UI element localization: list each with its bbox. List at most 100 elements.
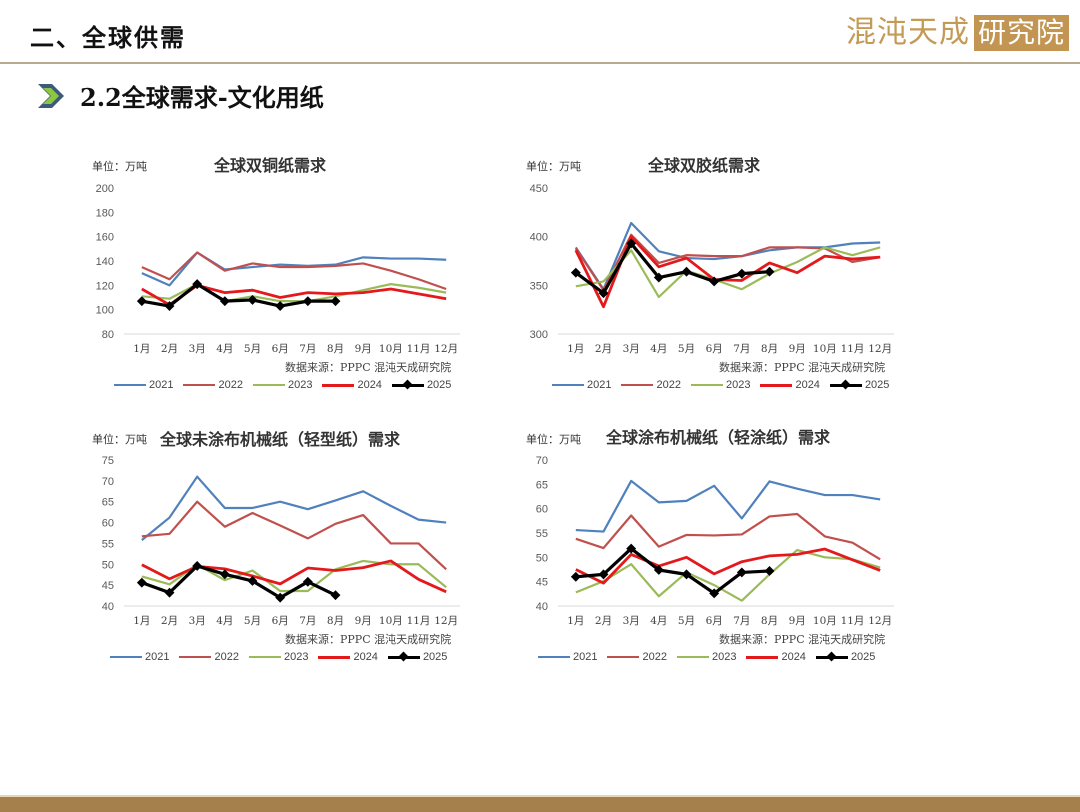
chart-uncoated-woodfree-demand: 单位：万吨 全球双胶纸需求 300 350 400 450 1月 2月 3月 4月 5月 6月 7月… [514, 148, 914, 408]
data-point-2025 [598, 288, 609, 299]
legend-swatch [179, 656, 212, 658]
x-tick-label: 3月 [189, 615, 206, 627]
legend-item-2023: 2023 [690, 379, 751, 391]
legend-swatch [829, 379, 862, 389]
legend-label: 2022 [214, 651, 239, 663]
series-line-2024 [575, 547, 881, 585]
plot-area: 80 100 120 140 160 180 200 1月 2月 3月 4月 5月 6月 7月 8月 9月 10… [96, 183, 460, 355]
legend-label: 2022 [642, 651, 667, 663]
data-point-2025 [764, 266, 775, 277]
brand-logo: 混沌天成 研究院 [846, 14, 1070, 52]
y-tick-label: 450 [530, 183, 548, 195]
x-tick-label: 9月 [789, 615, 806, 627]
legend-label: 2021 [145, 651, 170, 663]
diamond-marker-icon [826, 651, 837, 661]
y-tick-label: 40 [102, 601, 114, 613]
y-tick-label: 50 [536, 552, 548, 564]
x-tick-label: 5月 [244, 615, 261, 627]
x-tick-label: 7月 [299, 343, 316, 355]
page-header-title: 二、全球供需 [30, 23, 186, 52]
legend: 2021 2022 2023 2024 2025 [110, 651, 457, 663]
data-point-2025 [275, 301, 286, 311]
series-line-2025 [574, 241, 770, 295]
legend-item-2025: 2025 [387, 651, 447, 663]
x-tick-label: 2月 [161, 343, 178, 355]
data-point-2025 [219, 569, 230, 580]
x-tick-label: 10月 [379, 615, 403, 627]
diamond-marker-icon [398, 651, 409, 661]
data-point-2025 [764, 566, 775, 576]
series-line-2021 [141, 475, 447, 541]
legend-label: 2024 [795, 379, 820, 391]
x-tick-label: 1月 [567, 615, 584, 627]
y-tick-label: 400 [530, 232, 548, 244]
x-tick-label: 2月 [161, 615, 178, 627]
x-tick-label: 12月 [434, 343, 458, 355]
x-tick-label: 10月 [813, 343, 837, 355]
legend-label: 2025 [850, 651, 876, 663]
x-tick-label: 6月 [706, 343, 723, 355]
legend-item-2023: 2023 [676, 651, 736, 663]
y-tick-label: 65 [536, 479, 548, 491]
legend-swatch [621, 384, 654, 386]
x-tick-label: 4月 [650, 343, 667, 355]
legend-item-2024: 2024 [760, 379, 820, 391]
x-tick-label: 5月 [678, 343, 695, 355]
y-tick-label: 70 [536, 455, 548, 467]
series-line-2025 [141, 564, 337, 600]
legend-swatch [552, 384, 584, 386]
legend-swatch [760, 383, 793, 387]
legend-label: 2023 [287, 379, 313, 391]
y-tick-label: 70 [102, 476, 114, 488]
legend-swatch [248, 656, 281, 658]
x-tick-label: 11月 [841, 615, 865, 627]
x-tick-label: 9月 [355, 343, 372, 355]
legend-label: 2022 [218, 379, 243, 391]
x-tick-label: 10月 [379, 343, 403, 355]
legend-swatch [676, 656, 709, 658]
legend-swatch [114, 384, 146, 386]
y-tick-label: 200 [96, 183, 114, 195]
x-tick-label: 2月 [595, 343, 612, 355]
legend-item-2022: 2022 [179, 651, 239, 663]
series-line-2022 [141, 500, 447, 571]
y-tick-label: 140 [96, 256, 114, 268]
legend-item-2021: 2021 [114, 379, 173, 391]
data-source: 数据来源：PPPC 混沌天成研究院 [285, 361, 452, 374]
series-line-2021 [141, 251, 447, 287]
legend-item-2023: 2023 [252, 379, 313, 391]
section-title: 2.2全球需求-文化用纸 [80, 83, 324, 112]
legend-label: 2023 [725, 379, 751, 391]
unit-label: 单位：万吨 [526, 160, 581, 173]
y-tick-label: 45 [536, 577, 548, 589]
data-point-2025 [330, 590, 341, 601]
legend-item-2022: 2022 [607, 651, 667, 663]
legend-swatch [746, 655, 779, 659]
y-tick-label: 60 [102, 518, 114, 530]
legend-swatch [252, 384, 285, 386]
legend-item-2022: 2022 [621, 379, 681, 391]
legend-item-2024: 2024 [746, 651, 806, 663]
series-line-2021 [574, 221, 881, 291]
legend-swatch [322, 383, 355, 387]
header-divider [0, 62, 1080, 64]
series-line-2025 [575, 546, 770, 595]
y-tick-label: 75 [102, 455, 114, 467]
x-tick-label: 11月 [407, 615, 431, 627]
legend-swatch [538, 656, 570, 658]
legend-label: 2021 [149, 379, 174, 391]
unit-label: 单位：万吨 [92, 160, 147, 173]
x-tick-label: 6月 [706, 615, 723, 627]
y-tick-label: 65 [102, 497, 114, 509]
series-line-2022 [141, 251, 447, 291]
data-point-2025 [681, 266, 692, 277]
data-point-2025 [164, 587, 175, 598]
series-line-2022 [575, 512, 881, 561]
legend-label: 2024 [353, 651, 378, 663]
legend-swatch [183, 384, 216, 386]
data-point-2025 [598, 569, 609, 580]
data-point-2025 [681, 569, 692, 580]
footer-bar [0, 795, 1080, 812]
x-tick-label: 6月 [272, 615, 289, 627]
diamond-marker-icon [840, 379, 851, 389]
